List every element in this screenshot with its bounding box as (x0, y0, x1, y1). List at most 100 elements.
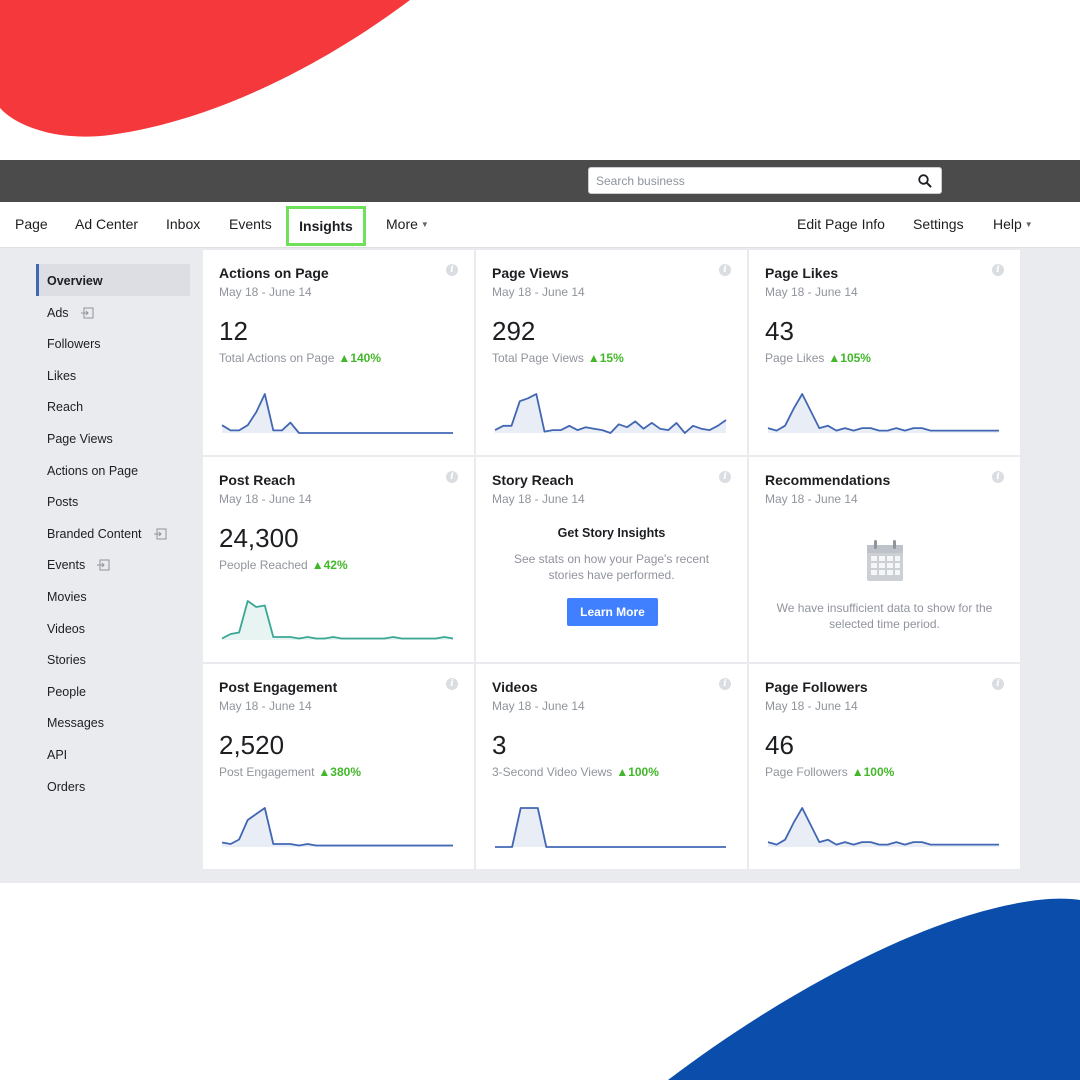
card-date: May 18 - June 14 (492, 699, 585, 713)
card-date: May 18 - June 14 (492, 492, 585, 506)
sidebar-item-orders[interactable]: Orders (36, 770, 190, 802)
change-badge: ▲105% (828, 351, 871, 365)
insufficient-data-message: We have insufficient data to show for th… (776, 601, 993, 631)
search-input[interactable]: Search business (588, 167, 942, 194)
nav-help[interactable]: Help ▼ (993, 216, 1033, 232)
nav-events[interactable]: Events (229, 216, 272, 232)
nav-more[interactable]: More ▼ (386, 216, 429, 232)
info-icon[interactable]: i (719, 678, 731, 690)
card-date: May 18 - June 14 (492, 285, 585, 299)
sparkline-chart (221, 393, 453, 434)
sparkline-area (768, 394, 999, 433)
change-badge: ▲380% (318, 765, 361, 779)
card-recommendations[interactable]: Recommendations May 18 - June 14 i We ha… (749, 457, 1020, 662)
sparkline-area (222, 394, 453, 433)
learn-more-button[interactable]: Learn More (567, 598, 658, 626)
info-icon[interactable]: i (992, 471, 1004, 483)
sidebar-item-people[interactable]: People (36, 675, 190, 707)
change-value: 15% (599, 351, 624, 365)
sidebar-item-label: Page Views (47, 432, 113, 446)
sidebar-item-videos[interactable]: Videos (36, 612, 190, 644)
nav-page[interactable]: Page (15, 216, 48, 232)
sidebar-item-label: Ads (47, 305, 69, 320)
card-value: 46 (765, 730, 794, 760)
info-icon[interactable]: i (446, 264, 458, 276)
info-icon[interactable]: i (719, 471, 731, 483)
card-title: Videos (492, 679, 538, 695)
card-videos[interactable]: Videos May 18 - June 14 i 3 3-Second Vid… (476, 664, 747, 869)
sidebar-item-actions-on-page[interactable]: Actions on Page (36, 454, 190, 486)
sparkline-area (768, 808, 999, 847)
card-post-reach[interactable]: Post Reach May 18 - June 14 i 24,300 Peo… (203, 457, 474, 662)
metric-label: Page Likes (765, 351, 825, 365)
sidebar-item-label: Stories (47, 653, 86, 668)
sidebar-item-reach[interactable]: Reach (36, 390, 190, 422)
sidebar-item-label: Overview (47, 274, 103, 288)
sidebar-item-messages[interactable]: Messages (36, 706, 190, 738)
change-badge: ▲100% (616, 765, 659, 779)
sidebar-item-label: Posts (47, 495, 79, 510)
card-page-likes[interactable]: Page Likes May 18 - June 14 i 43 Page Li… (749, 250, 1020, 455)
sidebar-item-likes[interactable]: Likes (36, 359, 190, 391)
metric-label: Total Actions on Page (219, 351, 335, 365)
sidebar-item-ads[interactable]: Ads (36, 296, 190, 328)
change-badge: ▲42% (311, 558, 348, 572)
card-title: Post Reach (219, 472, 296, 488)
sidebar-item-label: Followers (47, 337, 101, 352)
info-icon[interactable]: i (446, 678, 458, 690)
info-icon[interactable]: i (992, 264, 1004, 276)
sidebar-item-posts[interactable]: Posts (36, 485, 190, 517)
card-value: 2,520 (219, 730, 285, 760)
sidebar-item-label: Orders (47, 779, 86, 794)
nav-settings[interactable]: Settings (913, 216, 964, 232)
sidebar-item-label: Branded Content (47, 526, 142, 541)
card-date: May 18 - June 14 (219, 285, 312, 299)
card-post-engagement[interactable]: Post Engagement May 18 - June 14 i 2,520… (203, 664, 474, 869)
sidebar-item-events[interactable]: Events (36, 548, 190, 580)
nav-inbox[interactable]: Inbox (166, 216, 201, 232)
change-badge: ▲140% (338, 351, 382, 365)
card-actions-on-page[interactable]: Actions on Page May 18 - June 14 i 12 To… (203, 250, 474, 455)
card-title: Story Reach (492, 472, 574, 488)
sparkline-line (767, 807, 999, 846)
sidebar-item-label: API (47, 748, 68, 762)
card-value: 43 (765, 316, 794, 346)
info-icon[interactable]: i (446, 471, 458, 483)
card-page-followers[interactable]: Page Followers May 18 - June 14 i 46 Pag… (749, 664, 1020, 869)
calendar-icon (867, 540, 903, 581)
sparkline-line (221, 600, 454, 640)
nav-insights[interactable]: Insights (286, 206, 366, 246)
card-story-reach[interactable]: Story Reach May 18 - June 14 i Get Story… (476, 457, 747, 662)
nav-ad-center[interactable]: Ad Center (75, 216, 139, 232)
nav-edit-page-info[interactable]: Edit Page Info (797, 216, 885, 232)
sidebar-item-branded-content[interactable]: Branded Content (36, 517, 190, 549)
sidebar-item-followers[interactable]: Followers (36, 327, 190, 359)
caret-down-icon: ▼ (1024, 220, 1033, 229)
card-page-views[interactable]: Page Views May 18 - June 14 i 292 Total … (476, 250, 747, 455)
card-value: 24,300 (219, 523, 299, 553)
sidebar-item-stories[interactable]: Stories (36, 643, 190, 675)
info-icon[interactable]: i (719, 264, 731, 276)
sparkline-line (494, 393, 727, 434)
insights-main: Overview Ads Followers Likes Reach Page Views… (0, 248, 1080, 883)
sidebar-item-overview[interactable]: Overview (36, 264, 190, 296)
nav-insights-label: Insights (299, 218, 353, 234)
sidebar: Overview Ads Followers Likes Reach Page Views… (0, 248, 200, 883)
external-link-icon (97, 559, 110, 571)
sparkline-area (495, 808, 726, 847)
card-title: Post Engagement (219, 679, 338, 695)
page-nav: Page Ad Center Inbox Events Insights Mor… (0, 202, 1080, 248)
sidebar-item-movies[interactable]: Movies (36, 580, 190, 612)
search-icon[interactable] (917, 173, 933, 189)
sparkline-line (767, 393, 999, 432)
change-value: 380% (330, 765, 361, 779)
info-icon[interactable]: i (992, 678, 1004, 690)
change-value: 105% (840, 351, 871, 365)
change-value: 100% (863, 765, 895, 779)
sparkline-chart (767, 807, 999, 847)
external-link-icon (153, 528, 167, 540)
card-label: Page Followers ▲100% (765, 765, 894, 779)
sidebar-item-api[interactable]: API (36, 738, 190, 770)
sidebar-item-page-views[interactable]: Page Views (36, 422, 190, 454)
